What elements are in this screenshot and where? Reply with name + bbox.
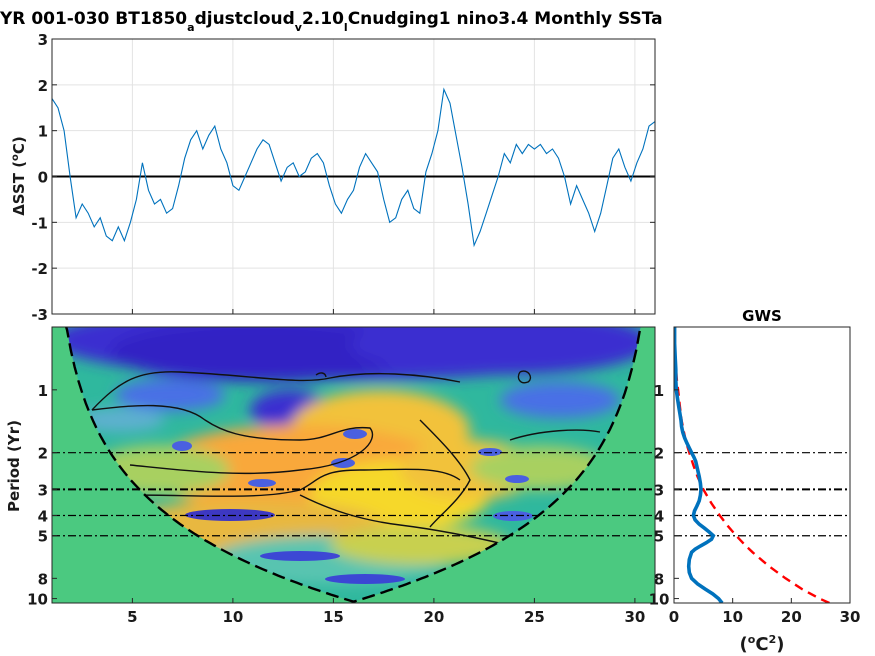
y-tick-label: 1 [38, 382, 48, 400]
wavelet-ticks: 1 2 3 4 5 8 10 5 10 15 20 25 30 [27, 382, 645, 626]
y-tick-label: 10 [27, 591, 48, 609]
x-tick-label: 30 [624, 608, 645, 626]
gws-title: GWS [742, 307, 782, 325]
x-tick-label: 25 [524, 608, 545, 626]
timeseries-panel: 3 2 1 0 -1 -2 -3 ΔSST (oC) [10, 31, 656, 324]
gws-power-line [674, 327, 724, 603]
y-tick-label: 3 [38, 31, 48, 49]
timeseries-ticks: 3 2 1 0 -1 -2 -3 [31, 31, 655, 324]
wavelet-axes-box [51, 326, 656, 604]
x-tick-label: 30 [840, 608, 861, 626]
sst-anomaly-line [52, 87, 655, 248]
y-tick-label: 2 [38, 445, 48, 463]
x-tick-label: 5 [127, 608, 137, 626]
y-tick-label: -2 [31, 260, 48, 278]
wavelet-ylabel: Period (Yr) [5, 420, 23, 512]
y-tick-label: 2 [38, 77, 48, 95]
gws-plot-area [674, 327, 850, 603]
y-tick-label: 1 [38, 123, 48, 141]
y-tick-label: 5 [654, 528, 664, 546]
gws-axes-box [673, 326, 851, 604]
x-tick-label: 0 [669, 608, 679, 626]
y-tick-label: 10 [649, 591, 670, 609]
x-tick-label: 20 [423, 608, 444, 626]
y-tick-label: 3 [654, 481, 664, 499]
cone-of-influence [64, 327, 643, 603]
y-tick-label: 8 [654, 570, 664, 588]
y-tick-label: -3 [31, 306, 48, 324]
y-tick-label: 1 [654, 382, 664, 400]
y-tick-label: -1 [31, 214, 48, 232]
x-tick-label: 15 [323, 608, 344, 626]
y-tick-label: 4 [38, 508, 48, 526]
y-tick-label: 8 [38, 570, 48, 588]
wavelet-reference-lines [52, 452, 655, 537]
timeseries-ylabel: ΔSST (oC) [10, 136, 28, 216]
gws-xlabel: (oC2) [740, 633, 785, 655]
y-tick-label: 5 [38, 528, 48, 546]
gws-reference-lines [674, 452, 850, 537]
chart-title: YR 001-030 BT1850adjustcloudv2.10lCnudgi… [0, 9, 663, 34]
x-tick-label: 20 [781, 608, 802, 626]
x-tick-label: 10 [722, 608, 743, 626]
y-tick-label: 4 [654, 508, 664, 526]
x-tick-label: 10 [222, 608, 243, 626]
y-tick-label: 3 [38, 481, 48, 499]
y-tick-label: 0 [38, 169, 48, 187]
wavelet-panel: 1 2 3 4 5 8 10 5 10 15 20 25 30 Period (Yr) [5, 326, 656, 626]
y-tick-label: 2 [654, 445, 664, 463]
